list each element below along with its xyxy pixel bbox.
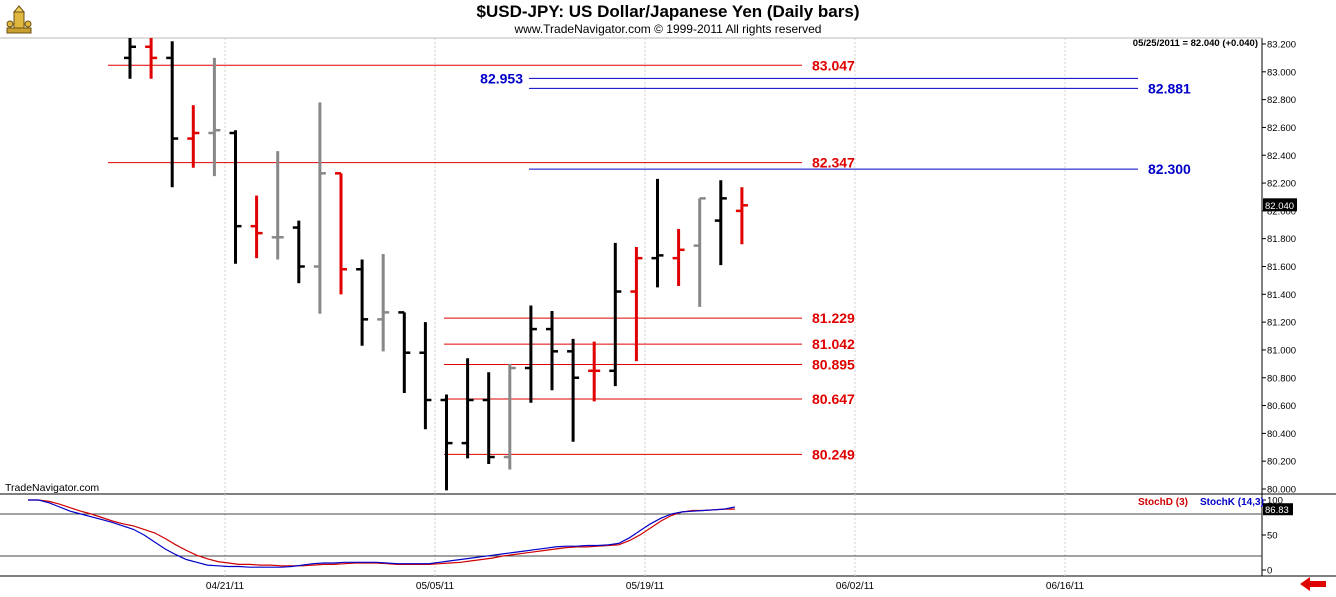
y-tick-label: 80.400 [1267,429,1296,440]
ohlc-bar [482,372,495,464]
ohlc-bar [672,228,685,286]
trade-navigator-logo-icon [4,4,34,34]
scroll-left-arrow-icon[interactable] [1298,576,1328,592]
stoch-last-value-label: 86.83 [1265,505,1289,516]
stoch-line [28,499,736,568]
ohlc-bar [503,363,516,470]
red-level-label: 82.347 [812,155,855,171]
ohlc-bar [145,38,158,79]
stoch-legend-k: StochK (14,3) [1200,497,1264,508]
ohlc-bar [335,172,347,295]
red-level-label: 80.895 [812,357,855,373]
ohlc-bar [313,102,326,314]
y-tick-label: 81.000 [1267,345,1296,356]
x-tick-label: 04/21/11 [206,581,245,592]
ohlc-bar [461,358,474,459]
blue-level-label: 82.881 [1148,80,1191,96]
y-tick-label: 80.200 [1267,457,1296,468]
chart-subtitle: www.TradeNavigator.com © 1999-2011 All r… [514,22,822,36]
ohlc-bar [630,247,643,362]
y-tick-label: 81.600 [1267,262,1296,273]
ohlc-bar [588,341,601,402]
ohlc-bar [419,322,432,430]
chart-header: $USD-JPY: US Dollar/Japanese Yen (Daily … [0,0,1336,38]
ohlc-bar [208,57,221,177]
ohlc-bar [271,151,284,260]
y-tick-label: 81.200 [1267,318,1296,329]
ohlc-bar [292,220,305,284]
red-level-label: 81.229 [812,310,855,326]
y-tick-label: 82.400 [1267,151,1296,162]
ohlc-bar [229,130,242,264]
watermark: TradeNavigator.com [5,482,99,494]
ohlc-bar [440,394,453,491]
y-tick-label: 82.800 [1267,95,1296,106]
blue-level-label: 82.300 [1148,161,1191,177]
stoch-line [28,499,735,567]
red-level-label: 80.647 [812,391,855,407]
ohlc-bar [166,41,179,188]
ohlc-bar [714,180,727,266]
x-tick-label: 06/02/11 [836,581,875,592]
y-tick-label: 82.600 [1267,123,1296,134]
chart-title: $USD-JPY: US Dollar/Japanese Yen (Daily … [476,2,860,21]
stoch-y-tick-label: 0 [1267,566,1272,577]
x-tick-label: 05/19/11 [626,581,665,592]
ohlc-bars [124,38,748,491]
ohlc-bar [567,338,580,442]
y-tick-label: 80.800 [1267,373,1296,384]
stoch-y-tick-label: 50 [1267,531,1278,542]
ohlc-bar [356,259,369,346]
ohlc-bar [735,187,748,245]
ohlc-bar [124,38,136,79]
y-tick-label: 80.600 [1267,401,1296,412]
y-tick-label: 81.800 [1267,234,1296,245]
ohlc-bar [524,305,537,403]
last-price-label: 82.040 [1265,201,1294,212]
stoch-y-tick-label: 100 [1267,496,1283,507]
ohlc-bar [651,178,664,288]
ohlc-bar [377,253,390,352]
x-tick-label: 05/05/11 [416,581,455,592]
y-tick-label: 83.200 [1267,40,1296,51]
y-tick-label: 80.000 [1267,485,1296,496]
price-readout: 05/25/2011 = 82.040 (+0.040) [1133,38,1258,49]
ohlc-bar [398,311,411,394]
ohlc-bar [187,105,200,168]
y-tick-label: 81.400 [1267,290,1296,301]
y-tick-label: 83.000 [1267,67,1296,78]
x-tick-label: 06/16/11 [1046,581,1085,592]
stoch-legend-d: StochD (3) [1138,497,1188,508]
red-level-label: 80.249 [812,446,855,462]
ohlc-bar [693,197,706,307]
last-price-tag [1263,198,1297,212]
y-tick-label: 82.200 [1267,179,1296,190]
ohlc-bar [609,242,622,387]
y-tick-label: 82.000 [1267,206,1296,217]
red-level-label: 83.047 [812,57,855,73]
red-level-label: 81.042 [812,336,855,352]
ohlc-bar [250,195,263,259]
blue-level-label: 82.953 [480,70,523,86]
stoch-last-value-tag [1263,503,1293,516]
ohlc-bar [546,311,558,391]
